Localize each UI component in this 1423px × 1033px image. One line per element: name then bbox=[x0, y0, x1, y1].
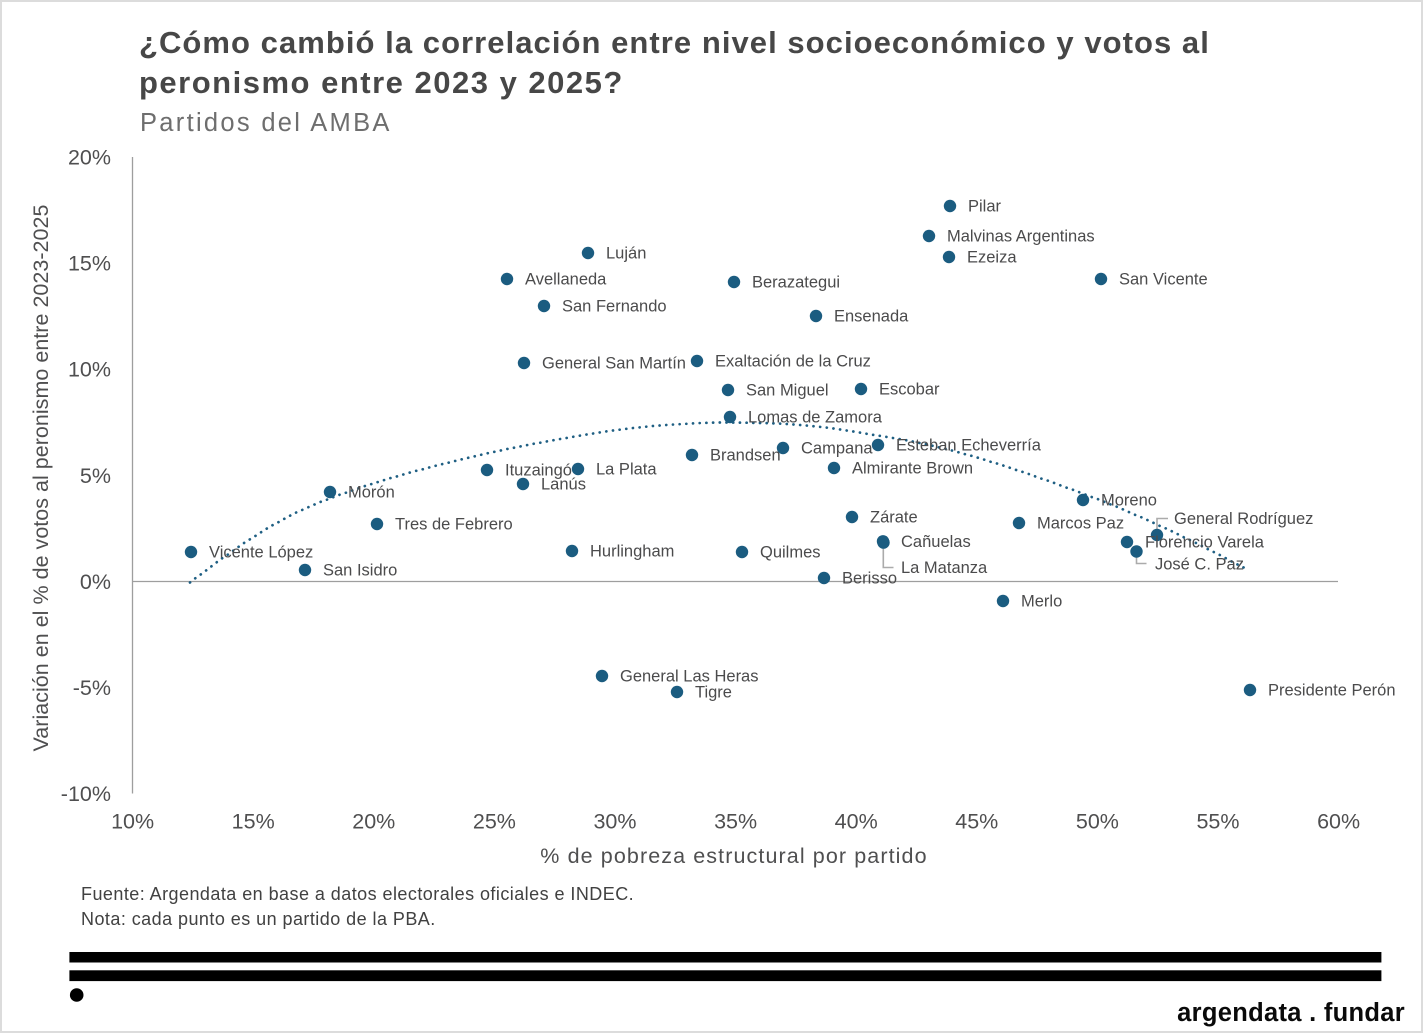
svg-text:Zárate: Zárate bbox=[870, 509, 918, 527]
svg-text:10%: 10% bbox=[111, 810, 154, 834]
svg-text:Marcos Paz: Marcos Paz bbox=[1037, 515, 1124, 533]
svg-text:% de pobreza estructural por p: % de pobreza estructural por partido bbox=[540, 844, 927, 868]
svg-text:60%: 60% bbox=[1317, 810, 1360, 834]
svg-text:La Plata: La Plata bbox=[596, 461, 657, 479]
svg-text:Lomas de Zamora: Lomas de Zamora bbox=[748, 409, 883, 427]
svg-text:Vicente López: Vicente López bbox=[209, 544, 313, 562]
svg-text:Ezeiza: Ezeiza bbox=[967, 249, 1017, 267]
svg-text:Lanús: Lanús bbox=[541, 476, 586, 494]
svg-text:Nota: cada punto es un partido: Nota: cada punto es un partido de la PBA… bbox=[81, 909, 436, 929]
svg-text:45%: 45% bbox=[955, 810, 998, 834]
svg-text:Variación en el % de votos al: Variación en el % de votos al peronismo … bbox=[29, 205, 53, 752]
svg-text:30%: 30% bbox=[593, 810, 636, 834]
svg-text:20%: 20% bbox=[352, 810, 395, 834]
svg-text:La Matanza: La Matanza bbox=[901, 559, 988, 577]
svg-text:peronismo entre 2023 y 2025?: peronismo entre 2023 y 2025? bbox=[139, 65, 624, 100]
svg-text:Escobar: Escobar bbox=[879, 381, 940, 399]
svg-text:Brandsen: Brandsen bbox=[710, 447, 781, 465]
svg-text:Malvinas Argentinas: Malvinas Argentinas bbox=[947, 228, 1095, 246]
svg-text:argendata . fundar: argendata . fundar bbox=[1177, 999, 1405, 1027]
svg-text:Partidos del AMBA: Partidos del AMBA bbox=[140, 109, 392, 137]
svg-text:35%: 35% bbox=[714, 810, 757, 834]
svg-text:General Las Heras: General Las Heras bbox=[620, 668, 759, 686]
svg-text:0%: 0% bbox=[80, 570, 111, 594]
svg-text:55%: 55% bbox=[1196, 810, 1239, 834]
svg-text:25%: 25% bbox=[473, 810, 516, 834]
svg-text:Avellaneda: Avellaneda bbox=[525, 271, 607, 289]
svg-text:San Vicente: San Vicente bbox=[1119, 271, 1208, 289]
svg-text:50%: 50% bbox=[1076, 810, 1119, 834]
svg-text:20%: 20% bbox=[68, 146, 111, 170]
svg-text:Exaltación de la Cruz: Exaltación de la Cruz bbox=[715, 353, 871, 371]
svg-text:Merlo: Merlo bbox=[1021, 593, 1062, 611]
svg-text:¿Cómo cambió la correlación en: ¿Cómo cambió la correlación entre nivel … bbox=[139, 25, 1210, 60]
svg-text:15%: 15% bbox=[232, 810, 275, 834]
svg-text:San Miguel: San Miguel bbox=[746, 382, 829, 400]
svg-text:Presidente Perón: Presidente Perón bbox=[1268, 682, 1396, 700]
svg-text:10%: 10% bbox=[68, 358, 111, 382]
svg-text:40%: 40% bbox=[835, 810, 878, 834]
svg-text:Florencio Varela: Florencio Varela bbox=[1145, 534, 1265, 552]
svg-text:Pilar: Pilar bbox=[968, 198, 1002, 216]
svg-text:Fuente: Argendata en base a da: Fuente: Argendata en base a datos electo… bbox=[81, 884, 634, 904]
svg-text:Ituzaingó: Ituzaingó bbox=[505, 462, 572, 480]
svg-text:Campana: Campana bbox=[801, 440, 873, 458]
svg-text:Tigre: Tigre bbox=[695, 684, 732, 702]
svg-text:Almirante Brown: Almirante Brown bbox=[852, 460, 973, 478]
svg-text:Moreno: Moreno bbox=[1101, 492, 1157, 510]
svg-text:Luján: Luján bbox=[606, 245, 646, 263]
svg-text:Hurlingham: Hurlingham bbox=[590, 543, 674, 561]
svg-text:General Rodríguez: General Rodríguez bbox=[1174, 510, 1313, 528]
svg-text:Quilmes: Quilmes bbox=[760, 544, 821, 562]
svg-text:15%: 15% bbox=[68, 252, 111, 276]
svg-text:San Fernando: San Fernando bbox=[562, 298, 667, 316]
svg-text:5%: 5% bbox=[80, 464, 111, 488]
svg-text:Ensenada: Ensenada bbox=[834, 308, 909, 326]
svg-text:Morón: Morón bbox=[348, 484, 395, 502]
svg-text:Berisso: Berisso bbox=[842, 570, 897, 588]
svg-text:San Isidro: San Isidro bbox=[323, 562, 397, 580]
svg-text:General San Martín: General San Martín bbox=[542, 355, 686, 373]
svg-text:Berazategui: Berazategui bbox=[752, 274, 840, 292]
svg-text:José C. Paz: José C. Paz bbox=[1155, 556, 1244, 574]
svg-text:-10%: -10% bbox=[61, 782, 111, 806]
svg-text:Cañuelas: Cañuelas bbox=[901, 533, 971, 551]
svg-text:Tres de Febrero: Tres de Febrero bbox=[395, 516, 513, 534]
svg-text:Esteban Echeverría: Esteban Echeverría bbox=[896, 437, 1042, 455]
svg-text:-5%: -5% bbox=[73, 676, 111, 700]
